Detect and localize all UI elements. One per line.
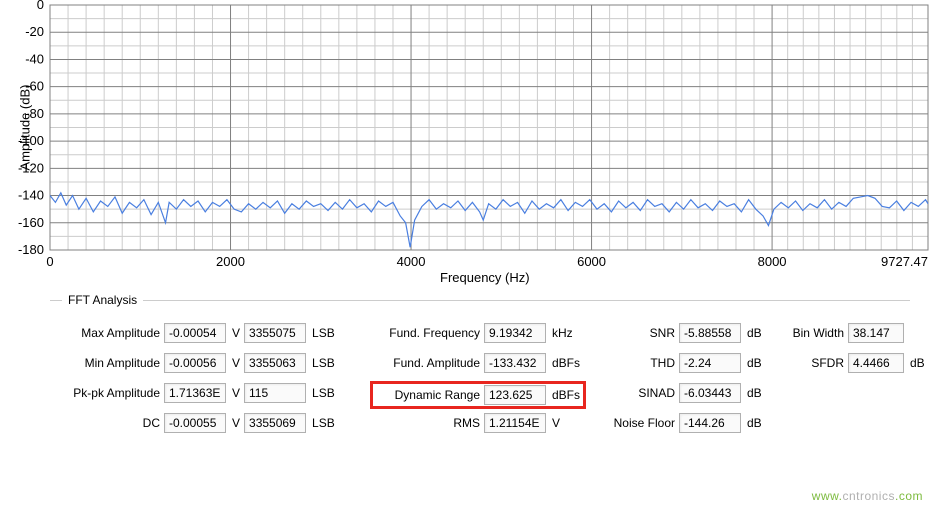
svg-text:-140: -140 [18,188,44,203]
unit-dc-v: V [230,416,240,430]
chart-svg: 020004000600080009727.470-20-40-60-80-10… [0,0,933,295]
watermark-part3: .com [895,489,923,503]
value-sinad: -6.03443 [679,383,741,403]
unit-pkpk-v: V [230,386,240,400]
unit-sfdr: dB [908,356,925,370]
value-dyn-range: 123.625 [484,385,546,405]
label-pkpk: Pk-pk Amplitude [50,386,160,400]
svg-text:4000: 4000 [397,254,426,269]
label-snr: SNR [615,326,675,340]
value-fund-amp: -133.432 [484,353,546,373]
label-sfdr: SFDR [780,356,844,370]
value-max-amplitude-lsb: 3355075 [244,323,306,343]
field-pkpk-amplitude: Pk-pk Amplitude 1.71363E V 115 LSB [50,383,335,403]
label-fund-freq: Fund. Frequency [370,326,480,340]
unit-rms: V [550,416,560,430]
svg-text:-20: -20 [25,24,44,39]
svg-text:9727.47: 9727.47 [881,254,928,269]
field-noise-floor: Noise Floor -144.26 dB [595,413,762,433]
fft-chart: 020004000600080009727.470-20-40-60-80-10… [0,0,933,295]
svg-text:0: 0 [46,254,53,269]
value-min-amplitude-lsb: 3355063 [244,353,306,373]
unit-sinad: dB [745,386,762,400]
value-pkpk-lsb: 115 [244,383,306,403]
svg-text:-180: -180 [18,242,44,257]
field-fund-frequency: Fund. Frequency 9.19342 kHz [370,323,573,343]
value-dc-v: -0.00055 [164,413,226,433]
fields-container: Max Amplitude -0.00054 V 3355075 LSB Min… [50,323,910,463]
value-snr: -5.88558 [679,323,741,343]
field-dynamic-range: Dynamic Range 123.625 dBFs [370,381,586,409]
field-min-amplitude: Min Amplitude -0.00056 V 3355063 LSB [50,353,335,373]
field-sinad: SINAD -6.03443 dB [615,383,762,403]
unit-dyn-range: dBFs [550,388,580,402]
field-thd: THD -2.24 dB [615,353,762,373]
unit-snr: dB [745,326,762,340]
field-snr: SNR -5.88558 dB [615,323,762,343]
label-rms: RMS [370,416,480,430]
svg-text:-160: -160 [18,215,44,230]
unit-fund-amp: dBFs [550,356,580,370]
svg-text:8000: 8000 [758,254,787,269]
value-dc-lsb: 3355069 [244,413,306,433]
unit-dc-lsb: LSB [310,416,335,430]
panel-title: FFT Analysis [62,293,143,307]
y-axis-label: Amplitude (dB) [17,85,32,171]
label-dyn-range: Dynamic Range [376,388,480,402]
field-rms: RMS 1.21154E V [370,413,560,433]
unit-min-amplitude-v: V [230,356,240,370]
label-thd: THD [615,356,675,370]
unit-max-amplitude-v: V [230,326,240,340]
unit-max-amplitude-lsb: LSB [310,326,335,340]
label-bin-width: Bin Width [780,326,844,340]
value-max-amplitude-v: -0.00054 [164,323,226,343]
value-thd: -2.24 [679,353,741,373]
svg-text:-40: -40 [25,51,44,66]
field-dc: DC -0.00055 V 3355069 LSB [50,413,335,433]
watermark-part1: www. [812,489,843,503]
value-rms: 1.21154E [484,413,546,433]
unit-min-amplitude-lsb: LSB [310,356,335,370]
value-min-amplitude-v: -0.00056 [164,353,226,373]
unit-fund-freq: kHz [550,326,573,340]
field-max-amplitude: Max Amplitude -0.00054 V 3355075 LSB [50,323,335,343]
x-axis-label: Frequency (Hz) [440,270,530,285]
unit-pkpk-lsb: LSB [310,386,335,400]
dynamic-range-highlight: Dynamic Range 123.625 dBFs [370,381,586,409]
watermark: www.cntronics.com [812,489,923,503]
value-fund-freq: 9.19342 [484,323,546,343]
label-min-amplitude: Min Amplitude [50,356,160,370]
label-noise-floor: Noise Floor [595,416,675,430]
value-bin-width: 38.147 [848,323,904,343]
field-sfdr: SFDR 4.4466 dB [780,353,925,373]
label-fund-amp: Fund. Amplitude [370,356,480,370]
watermark-part2: cntronics [842,489,895,503]
svg-text:2000: 2000 [216,254,245,269]
field-fund-amplitude: Fund. Amplitude -133.432 dBFs [370,353,580,373]
svg-text:6000: 6000 [577,254,606,269]
value-sfdr: 4.4466 [848,353,904,373]
fft-analysis-panel: FFT Analysis Max Amplitude -0.00054 V 33… [50,300,910,490]
unit-thd: dB [745,356,762,370]
svg-text:0: 0 [37,0,44,12]
label-dc: DC [50,416,160,430]
field-bin-width: Bin Width 38.147 [780,323,904,343]
label-max-amplitude: Max Amplitude [50,326,160,340]
label-sinad: SINAD [615,386,675,400]
value-noise-floor: -144.26 [679,413,741,433]
value-pkpk-v: 1.71363E [164,383,226,403]
unit-noise-floor: dB [745,416,762,430]
